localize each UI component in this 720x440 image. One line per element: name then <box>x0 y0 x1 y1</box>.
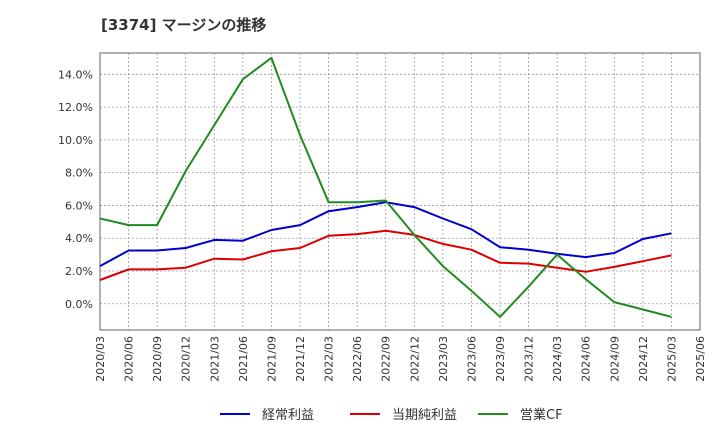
x-tick-label: 2021/03 <box>208 336 221 382</box>
x-tick-label: 2025/03 <box>665 336 678 382</box>
x-tick-label: 2020/12 <box>180 336 193 382</box>
series-lines <box>99 56 672 318</box>
legend-label: 当期純利益 <box>392 408 457 423</box>
x-tick-label: 2024/03 <box>551 336 564 382</box>
x-tick-label: 2024/09 <box>608 336 621 382</box>
series-line <box>99 201 672 267</box>
x-tick-label: 2022/06 <box>351 336 364 382</box>
chart-title: [3374] マージンの推移 <box>101 16 267 34</box>
legend-label: 経常利益 <box>262 408 314 423</box>
x-tick-label: 2024/06 <box>580 336 593 382</box>
y-tick-label: 6.0% <box>65 199 93 212</box>
x-tick-label: 2020/03 <box>94 336 107 382</box>
x-tick-label: 2023/09 <box>494 336 507 382</box>
y-tick-label: 12.0% <box>58 101 93 114</box>
plot-frame <box>99 52 701 331</box>
series-line <box>99 56 672 318</box>
x-tick-label: 2021/09 <box>265 336 278 382</box>
y-tick-label: 14.0% <box>58 68 93 81</box>
grid-lines <box>100 53 700 330</box>
x-tick-label: 2022/12 <box>408 336 421 382</box>
x-tick-label: 2025/06 <box>694 336 707 382</box>
x-tick-label: 2023/12 <box>523 336 536 382</box>
x-tick-label: 2021/12 <box>294 336 307 382</box>
y-tick-label: 8.0% <box>65 167 93 180</box>
x-tick-label: 2023/06 <box>465 336 478 382</box>
x-tick-label: 2020/06 <box>123 336 136 382</box>
legend-label: 営業CF <box>520 407 563 423</box>
x-tick-label: 2024/12 <box>637 336 650 382</box>
x-tick-label: 2022/03 <box>323 336 336 382</box>
x-tick-label: 2020/09 <box>151 336 164 382</box>
y-tick-label: 0.0% <box>65 298 93 311</box>
y-tick-label: 2.0% <box>65 265 93 278</box>
x-tick-label: 2021/06 <box>237 336 250 382</box>
axis-labels: 2020/03 2020/06 2020/09 2020/12 2021/03 2021/… <box>58 68 707 381</box>
legend: 経常利益 当期純利益 営業CF <box>220 407 563 423</box>
x-tick-label: 2022/09 <box>380 336 393 382</box>
y-tick-label: 10.0% <box>58 134 93 147</box>
x-tick-label: 2023/03 <box>437 336 450 382</box>
y-tick-label: 4.0% <box>65 232 93 245</box>
